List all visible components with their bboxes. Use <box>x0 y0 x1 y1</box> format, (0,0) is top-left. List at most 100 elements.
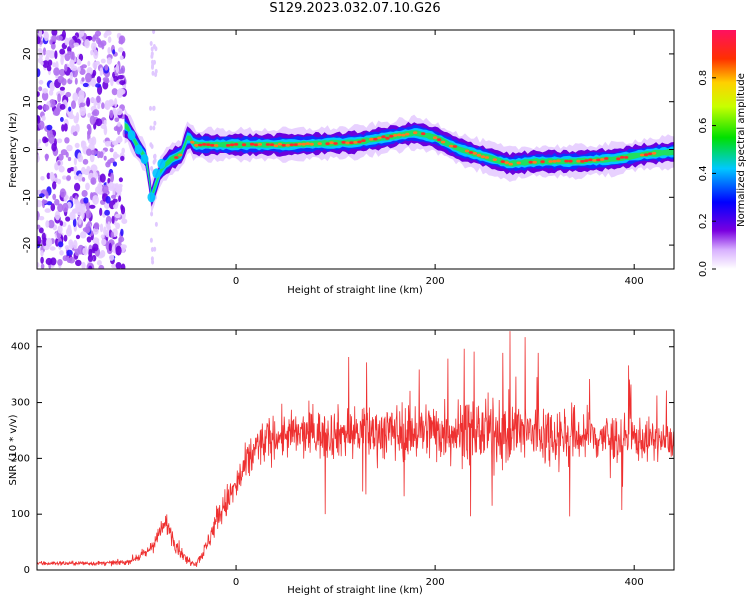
noise-cell <box>52 62 57 68</box>
noise-cell <box>37 200 43 208</box>
noise-cell <box>153 153 157 159</box>
noise-cell <box>121 218 128 224</box>
noise-cell <box>97 182 103 191</box>
noise-cell <box>59 250 64 256</box>
noise-cell <box>38 120 45 130</box>
noise-cell <box>84 39 90 49</box>
noise-cell <box>91 111 98 116</box>
noise-cell <box>52 193 57 200</box>
noise-cell <box>102 184 109 194</box>
ridge-peak <box>273 144 279 148</box>
ridge-peak <box>353 141 358 144</box>
noise-cell <box>96 76 102 84</box>
noise-cell <box>101 102 105 110</box>
noise-cell <box>150 256 154 262</box>
noise-cell <box>75 201 81 212</box>
ridge-band <box>124 117 674 204</box>
noise-cell <box>86 165 91 173</box>
ridge-peak <box>452 145 458 148</box>
y-tick-label: -20 <box>22 237 33 253</box>
y-tick-label: -10 <box>22 189 33 205</box>
noise-cell <box>68 113 75 120</box>
noise-cell <box>67 167 72 174</box>
ridge-peak <box>528 160 533 164</box>
noise-cell <box>94 83 102 88</box>
noise-cell <box>86 236 92 243</box>
noise-cell <box>103 155 107 161</box>
noise-cell <box>45 257 53 266</box>
noise-cell <box>81 177 86 182</box>
ridge-peak <box>596 158 601 162</box>
noise-cell <box>112 161 117 167</box>
noise-cell <box>112 198 118 203</box>
noise-cell <box>47 219 55 229</box>
x-tick-label: 0 <box>233 577 239 588</box>
ridge-peak <box>436 138 442 142</box>
noise-cell <box>74 77 78 85</box>
ridge-blob <box>140 154 149 165</box>
noise-cell <box>78 217 82 225</box>
noise-cell <box>87 112 92 118</box>
noise-cell <box>42 60 50 68</box>
noise-cell <box>62 202 69 213</box>
noise-cell <box>109 147 114 153</box>
y-tick-label: 100 <box>11 509 30 520</box>
noise-cell <box>53 177 59 182</box>
noise-cell <box>103 103 109 109</box>
noise-cell <box>150 247 154 252</box>
noise-cell <box>38 216 45 221</box>
noise-cell <box>60 149 68 156</box>
x-tick-label: 200 <box>426 577 445 588</box>
noise-cell <box>79 68 86 75</box>
noise-cell <box>110 172 114 183</box>
noise-cell <box>59 48 66 55</box>
noise-cell <box>59 188 66 198</box>
noise-cell <box>72 92 79 102</box>
noise-cell <box>113 204 118 210</box>
noise-cell <box>77 31 85 37</box>
ridge-peak <box>548 160 553 163</box>
ridge-peak <box>397 133 402 137</box>
colorbar: 0.0 0.2 0.4 0.6 0.8 Normalized spectral ampl… <box>698 30 747 277</box>
noise-cell <box>50 203 56 212</box>
noise-cell <box>46 172 51 180</box>
ridge-peak <box>468 151 474 154</box>
noise-cell <box>90 49 94 56</box>
noise-cell <box>81 77 85 82</box>
noise-cell <box>92 61 98 69</box>
noise-cell <box>110 231 115 239</box>
noise-cell <box>77 173 83 182</box>
noise-cell <box>70 125 76 133</box>
noise-cell <box>120 228 124 237</box>
ridge-blob <box>127 130 136 141</box>
noise-cell <box>59 220 63 227</box>
ridge-peak <box>349 141 354 145</box>
noise-cell <box>37 224 41 230</box>
noise-cell <box>59 86 65 91</box>
noise-cell <box>69 59 75 68</box>
ridge-peak <box>588 158 593 162</box>
noise-cell <box>92 243 99 252</box>
noise-cell <box>93 98 97 109</box>
noise-cell <box>65 91 72 98</box>
noise-cell <box>116 108 123 116</box>
y-tick-label: 0 <box>22 146 33 152</box>
noise-cell <box>67 224 72 235</box>
noise-cell <box>53 67 60 76</box>
noise-cell <box>149 125 153 131</box>
noise-cell <box>115 262 122 269</box>
noise-cell <box>37 146 42 151</box>
ridge-peak <box>357 140 362 144</box>
noise-cell <box>61 124 65 132</box>
noise-cell <box>122 84 127 89</box>
noise-cell <box>109 109 114 119</box>
noise-cell <box>81 203 86 214</box>
noise-cell <box>87 60 91 67</box>
ridge-band <box>124 121 674 203</box>
noise-cell <box>49 39 53 45</box>
noise-cell <box>60 117 64 122</box>
noise-cell <box>72 239 78 250</box>
noise-cell <box>82 227 89 233</box>
noise-cell <box>93 34 99 40</box>
